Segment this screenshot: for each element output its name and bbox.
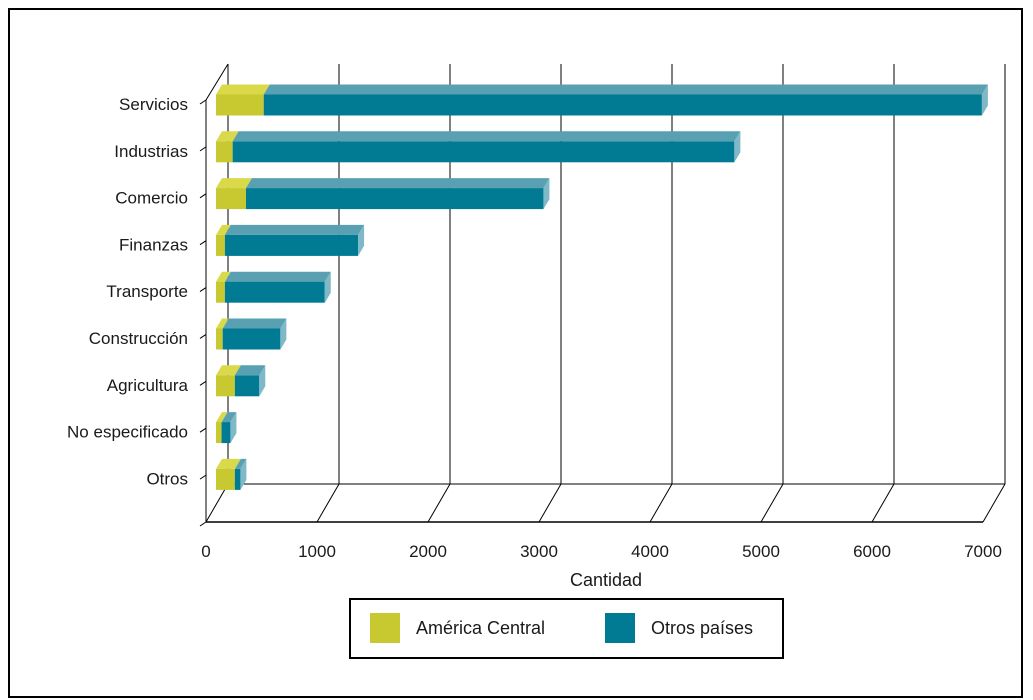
category-label-construccion: Construcción (89, 329, 188, 348)
floor-line (205, 483, 229, 523)
bar-no-especificado-america-central-top (216, 412, 228, 423)
bar-end-comercio (543, 178, 550, 210)
floor-line (871, 483, 895, 523)
category-tick (199, 99, 207, 105)
bar-comercio-otros-paises-top (245, 178, 550, 189)
category-tick (199, 240, 207, 246)
category-label-transporte: Transporte (106, 282, 188, 301)
bar-end-servicios (981, 84, 988, 116)
bar-end-construccion (280, 318, 287, 350)
bar-end-otros (240, 458, 247, 490)
bar-agricultura-america-central (216, 375, 235, 397)
category-tick (199, 474, 207, 480)
legend-box (349, 598, 784, 659)
bar-industrias-america-central (216, 141, 233, 163)
bar-transporte-otros-paises (224, 281, 325, 303)
floor-line (316, 483, 340, 523)
bar-comercio-america-central-top (216, 178, 252, 189)
floor-line (760, 483, 784, 523)
category-tick (199, 287, 207, 292)
bar-otros-america-central-top (216, 458, 241, 469)
bar-agricultura-otros-paises (234, 375, 260, 397)
bar-servicios-otros-paises (263, 94, 982, 116)
category-tick (199, 521, 207, 527)
category-label-industrias: Industrias (114, 142, 188, 161)
bar-agricultura-america-central-top (216, 365, 241, 376)
legend-swatch-otros-paises (605, 613, 635, 643)
category-tick (199, 427, 207, 433)
bar-end-no-especificado (230, 412, 237, 444)
bar-finanzas-america-central (216, 234, 225, 256)
category-tick (199, 193, 207, 199)
bar-no-especificado-otros-paises (221, 422, 231, 444)
bar-otros-otros-paises (234, 468, 241, 490)
floor-line (538, 483, 562, 523)
bar-industrias-america-central-top (216, 131, 239, 142)
category-label-comercio: Comercio (115, 189, 188, 208)
bar-transporte-america-central-top (216, 271, 231, 282)
bar-servicios-america-central-top (216, 84, 270, 95)
bar-comercio-america-central (216, 188, 246, 210)
bar-industrias-otros-paises-top (232, 131, 741, 142)
bar-otros-america-central (216, 468, 235, 490)
bar-finanzas-america-central-top (216, 224, 231, 235)
bar-construccion-america-central-top (216, 318, 229, 329)
floor-line (427, 483, 451, 523)
category-label-otros: Otros (146, 469, 188, 488)
tick-labels: 0 1000 2000 3000 4000 5000 6000 7000 (201, 542, 1002, 561)
x-tick-label: 4000 (631, 542, 669, 561)
category-label-no-especificado: No especificado (67, 423, 188, 442)
x-axis-title: Cantidad (570, 570, 642, 590)
category-label-finanzas: Finanzas (119, 235, 188, 254)
floor-line (982, 483, 1006, 523)
bar-end-industrias (734, 131, 741, 163)
x-tick-label: 1000 (298, 542, 336, 561)
bar-transporte-america-central (216, 281, 225, 303)
bar-comercio-otros-paises (245, 188, 544, 210)
category-tick (199, 146, 207, 152)
legend: América Central Otros países (349, 598, 784, 659)
bar-finanzas-otros-paises-top (224, 224, 365, 235)
bar-agricultura-otros-paises-top (234, 365, 266, 376)
legend-label-america-central: América Central (416, 618, 545, 638)
category-tick (199, 334, 207, 339)
bar-no-especificado-america-central (216, 422, 222, 444)
floor-line (649, 483, 673, 523)
legend-label-otros-paises: Otros países (651, 618, 753, 638)
bar-no-especificado-otros-paises-top (221, 412, 237, 423)
bar-end-transporte (324, 271, 331, 303)
bar-construccion-otros-paises (222, 328, 281, 350)
bar-construccion-america-central (216, 328, 223, 350)
bar-otros-otros-paises-top (234, 458, 247, 469)
bar-servicios-otros-paises-top (263, 84, 988, 95)
chart-frame (8, 8, 1023, 698)
legend-swatch-america-central (370, 613, 400, 643)
x-tick-label: 5000 (742, 542, 780, 561)
x-tick-label: 2000 (409, 542, 447, 561)
bar-construccion-otros-paises-top (222, 318, 287, 329)
category-labels: Servicios Industrias Comercio Finanzas Trans… (67, 95, 207, 527)
category-label-servicios: Servicios (119, 95, 188, 114)
bars-layer (216, 84, 988, 490)
bar-servicios-america-central (216, 94, 264, 116)
bar-industrias-otros-paises (232, 141, 735, 163)
x-tick-label: 0 (201, 542, 210, 561)
category-label-agricultura: Agricultura (107, 376, 189, 395)
x-tick-label: 6000 (853, 542, 891, 561)
left-wall-top-edge (205, 63, 229, 101)
x-tick-label: 3000 (520, 542, 558, 561)
bar-end-finanzas (358, 224, 365, 256)
category-tick (199, 380, 207, 386)
bar-end-agricultura (259, 365, 266, 397)
bar-finanzas-otros-paises (224, 234, 359, 256)
x-tick-label: 7000 (964, 542, 1002, 561)
bar-transporte-otros-paises-top (224, 271, 331, 282)
